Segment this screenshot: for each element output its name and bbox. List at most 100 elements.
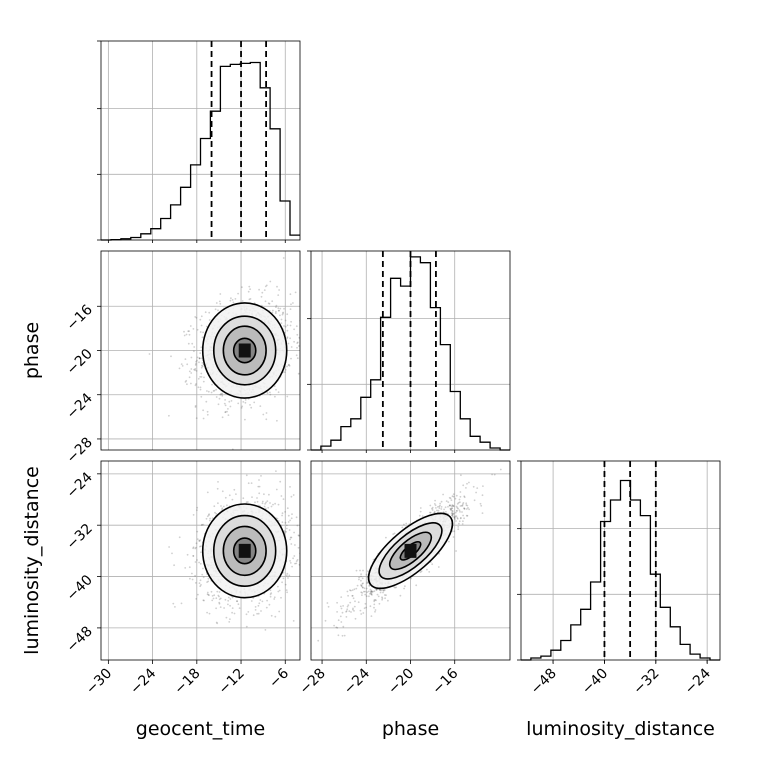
sample-point — [336, 601, 338, 604]
sample-point — [201, 336, 204, 339]
sample-point — [170, 355, 172, 358]
sample-point — [267, 506, 270, 509]
sample-point — [365, 587, 368, 590]
sample-point — [463, 508, 466, 510]
sample-point — [347, 594, 349, 597]
sample-point — [278, 589, 281, 592]
sample-point — [362, 582, 364, 585]
sample-point — [218, 300, 221, 303]
sample-point — [473, 499, 476, 502]
sample-point — [346, 608, 349, 611]
sample-point — [268, 302, 271, 305]
sample-point — [197, 386, 200, 389]
sample-point — [457, 507, 459, 510]
sample-point — [289, 536, 292, 539]
sample-point — [354, 617, 357, 620]
sample-point — [284, 325, 287, 328]
sample-point — [447, 505, 449, 508]
sample-point — [214, 511, 216, 514]
sample-point — [461, 503, 464, 506]
sample-point — [287, 577, 289, 579]
sample-point — [223, 402, 226, 405]
sample-point — [453, 515, 456, 518]
sample-point — [367, 570, 369, 572]
sample-point — [354, 600, 356, 603]
sample-point — [351, 594, 354, 597]
sample-point — [499, 468, 502, 471]
sample-point — [431, 507, 433, 510]
sample-point — [445, 500, 448, 502]
sample-point — [448, 504, 451, 507]
sample-point — [378, 602, 381, 605]
sample-point — [231, 596, 234, 599]
sample-point — [264, 285, 267, 288]
sample-point — [200, 372, 203, 375]
sample-point — [452, 504, 454, 507]
sample-point — [387, 599, 389, 602]
sample-point — [250, 482, 253, 484]
sample-point — [199, 331, 202, 333]
sample-point — [202, 409, 205, 412]
sample-point — [270, 592, 273, 594]
sample-point — [185, 333, 188, 336]
sample-point — [200, 545, 202, 548]
sample-point — [355, 569, 358, 572]
sample-point — [205, 400, 208, 403]
sample-point — [276, 517, 279, 520]
sample-point — [284, 368, 287, 371]
sample-point — [264, 503, 266, 505]
sample-point — [449, 508, 452, 510]
sample-point — [218, 598, 221, 601]
sample-point — [345, 616, 348, 618]
sample-point — [245, 501, 248, 504]
sample-point — [337, 634, 340, 637]
sample-point — [292, 557, 294, 560]
sample-point — [290, 357, 292, 360]
sample-point — [467, 507, 469, 509]
sample-point — [186, 363, 189, 366]
sample-point — [193, 350, 195, 353]
sample-point — [200, 315, 203, 318]
sample-point — [291, 513, 293, 515]
sample-point — [202, 567, 204, 570]
sample-point — [459, 511, 461, 513]
sample-point — [349, 589, 351, 591]
sample-point — [289, 562, 292, 564]
sample-point — [453, 517, 456, 519]
sample-point — [289, 308, 292, 310]
sample-point — [463, 507, 466, 510]
sample-point — [343, 634, 346, 637]
sample-point — [226, 504, 228, 507]
panel-content — [101, 251, 300, 450]
sample-point — [259, 405, 262, 407]
sample-point — [183, 334, 186, 337]
sample-point — [200, 524, 203, 526]
scatter-panel-phase-vs-luminosity_distance — [310, 460, 511, 661]
sample-point — [324, 619, 327, 622]
sample-point — [272, 503, 274, 506]
sample-point — [199, 386, 202, 389]
sample-point — [199, 562, 202, 565]
sample-point — [373, 606, 375, 609]
sample-point — [269, 595, 272, 598]
sample-point — [419, 507, 422, 509]
sample-point — [200, 324, 203, 327]
sample-point — [452, 495, 455, 498]
sample-point — [451, 514, 454, 517]
sample-point — [203, 599, 205, 602]
sample-point — [219, 597, 222, 600]
sample-point — [192, 547, 195, 550]
sample-point — [370, 590, 373, 593]
sample-point — [384, 589, 386, 591]
sample-point — [461, 523, 464, 525]
sample-point — [433, 503, 436, 505]
sample-point — [195, 546, 197, 549]
sample-point — [451, 510, 454, 513]
sample-point — [451, 512, 454, 515]
sample-point — [466, 514, 469, 517]
sample-point — [228, 400, 231, 403]
sample-point — [295, 562, 298, 565]
sample-point — [442, 511, 445, 513]
sample-point — [275, 304, 278, 307]
sample-point — [218, 591, 221, 593]
